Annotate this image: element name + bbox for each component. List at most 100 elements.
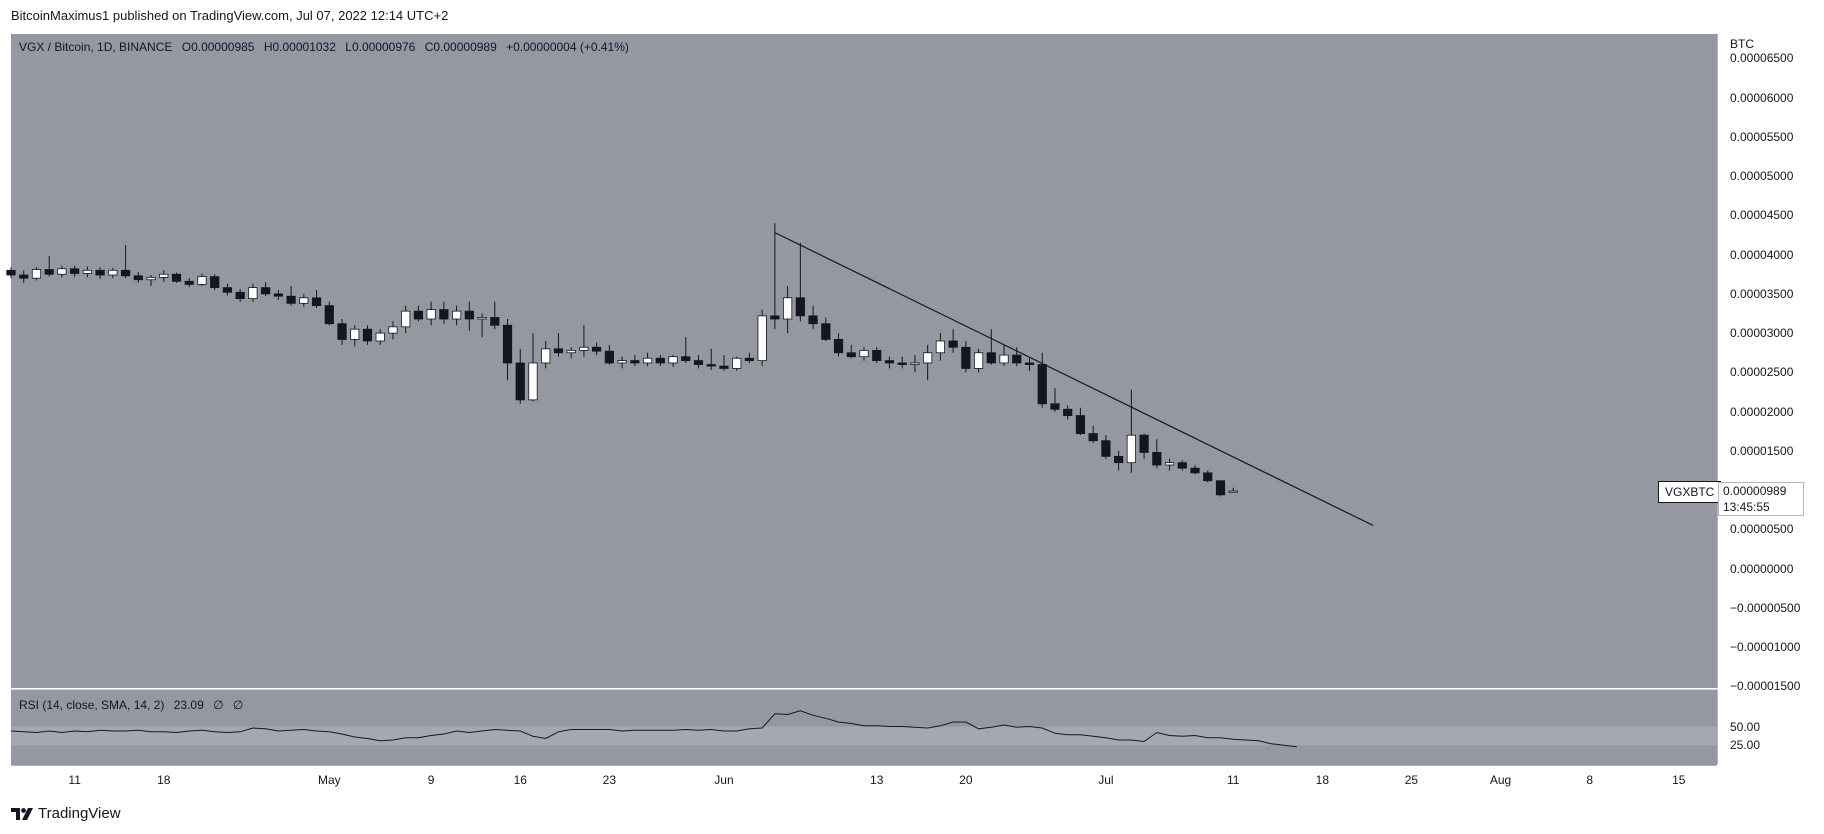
candle-down	[133, 275, 143, 281]
candle-down	[70, 268, 80, 274]
candle-down	[706, 364, 716, 367]
candle-down	[1101, 440, 1111, 457]
candle-down	[630, 360, 640, 364]
candle-down	[897, 362, 907, 365]
candle-down	[553, 348, 564, 354]
price-tick-label: 0.00002500	[1730, 365, 1794, 380]
candle-down	[95, 269, 105, 276]
candle-down	[311, 297, 322, 307]
candle-down	[184, 280, 194, 285]
candle-up	[783, 297, 793, 320]
candle-up	[910, 362, 920, 365]
high-value: 0.00001032	[272, 40, 336, 54]
candle-down	[273, 293, 283, 297]
candle-down	[515, 362, 525, 401]
time-tick-label: Jun	[714, 773, 734, 787]
price-tick-label: 0.00006000	[1730, 90, 1794, 105]
price-tick-label: 0.00001500	[1730, 443, 1794, 458]
price-tick-label: 0.00002000	[1730, 404, 1794, 419]
time-tick-label: 23	[602, 773, 617, 787]
price-tick-label: 0.00006500	[1730, 51, 1794, 66]
candle-down	[1114, 455, 1124, 464]
candle-up	[668, 356, 678, 364]
price-tick-label: −0.00001500	[1730, 679, 1801, 694]
candle-up	[1126, 434, 1136, 464]
ohlc-legend: VGX / Bitcoin, 1D, BINANCE O0.00000985 H…	[19, 40, 629, 54]
candle-up	[757, 315, 767, 362]
candle-up	[248, 287, 258, 299]
time-tick-label: 16	[513, 773, 527, 787]
candle-down	[744, 357, 755, 362]
rsi-title[interactable]: RSI (14, close, SMA, 14, 2)	[19, 698, 165, 712]
price-scale[interactable]	[1717, 34, 1824, 688]
candle-down	[1063, 408, 1073, 416]
candle-down	[872, 350, 882, 362]
candle-up	[642, 357, 653, 364]
candle-up	[299, 297, 309, 304]
candle-down	[222, 287, 233, 293]
candle-down	[261, 287, 271, 295]
candle-up	[1164, 462, 1175, 466]
price-tick-label: 0.00000500	[1730, 522, 1794, 537]
candle-down	[719, 365, 729, 369]
candle-down	[770, 315, 780, 320]
candle-up	[566, 350, 576, 354]
main-chart-pane[interactable]	[11, 34, 1717, 688]
time-tick-label: 18	[157, 773, 171, 787]
tradingview-brand: TradingView	[38, 805, 121, 822]
rsi-scale[interactable]	[1717, 689, 1824, 764]
candle-down	[210, 276, 220, 288]
candle-down	[19, 274, 29, 279]
rsi-tick-label: 50.00	[1730, 719, 1761, 734]
candle-up	[617, 360, 627, 364]
candle-down	[1050, 403, 1060, 410]
candle-down	[1012, 354, 1022, 364]
time-tick-label: 11	[1226, 773, 1240, 787]
low-value: 0.00000976	[351, 40, 416, 54]
price-tick-label: 0.00003000	[1730, 326, 1794, 341]
candle-up	[579, 346, 589, 351]
candle-down	[1190, 467, 1200, 474]
symbol-price-label: VGXBTC	[1658, 481, 1722, 503]
candle-up	[923, 352, 933, 364]
candle-down	[44, 269, 54, 275]
last-price-tag: 0.00000989 13:45:55	[1718, 482, 1804, 516]
candle-up	[477, 317, 487, 320]
price-tick-label: 0.00003500	[1730, 286, 1794, 301]
candle-up	[146, 276, 156, 281]
candle-up	[999, 354, 1009, 364]
candle-down	[337, 323, 347, 340]
candle-down	[324, 305, 334, 325]
candle-down	[490, 317, 500, 326]
candle-up	[31, 269, 42, 279]
time-tick-label: 8	[1586, 773, 1594, 787]
published-header: BitcoinMaximus1 published on TradingView…	[11, 8, 449, 23]
candle-down	[1215, 480, 1226, 496]
candle-down	[808, 315, 818, 325]
price-tick-label: 0.00004000	[1730, 247, 1794, 262]
time-tick-label: 15	[1672, 773, 1686, 787]
candle-down	[986, 352, 996, 364]
rsi-tick-label: 25.00	[1730, 738, 1761, 753]
candle-down	[120, 269, 131, 277]
price-tick-label: 0.00004500	[1730, 208, 1794, 223]
candle-up	[973, 352, 984, 369]
price-tick-label: −0.00000500	[1730, 600, 1801, 615]
candle-up	[197, 276, 207, 285]
footer-brand[interactable]: TradingView	[11, 805, 121, 822]
symbol-title[interactable]: VGX / Bitcoin, 1D, BINANCE	[19, 40, 173, 54]
candle-down	[1139, 434, 1149, 453]
candle-down	[884, 360, 895, 364]
change-value: +0.00000004 (+0.41%)	[506, 40, 629, 54]
candle-down	[833, 339, 844, 354]
time-tick-label: 13	[870, 773, 884, 787]
candle-up	[375, 332, 385, 342]
time-tick-label: Aug	[1489, 773, 1512, 787]
time-tick-label: 11	[68, 773, 81, 787]
candle-up	[426, 309, 436, 320]
candle-down	[464, 310, 474, 320]
candle-up	[108, 269, 118, 276]
time-axis[interactable]	[11, 765, 1717, 794]
candle-up	[541, 348, 551, 364]
